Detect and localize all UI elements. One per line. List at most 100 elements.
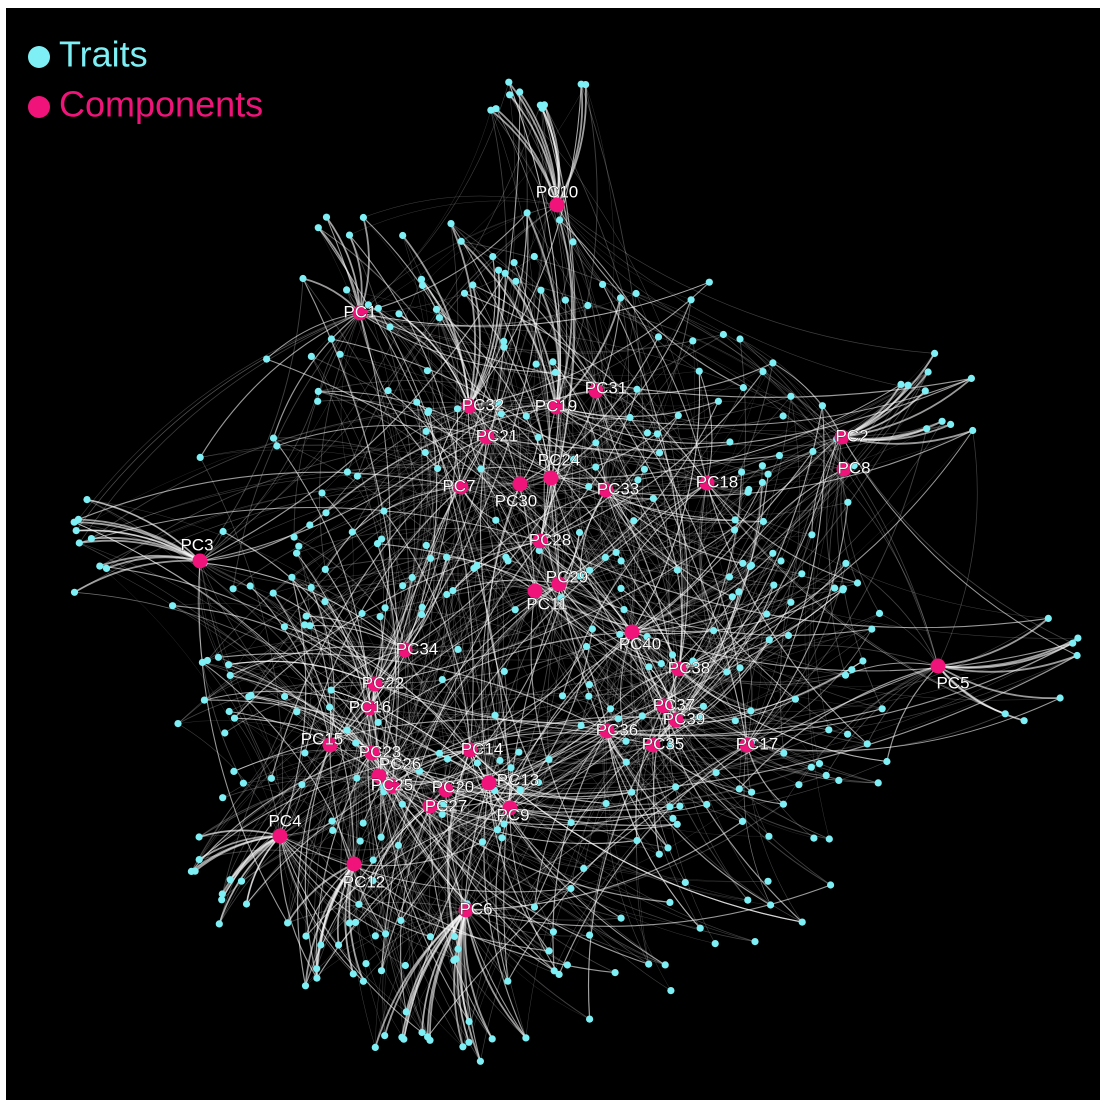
node-label: PC12 [343,872,386,891]
edge [635,705,665,841]
edge [197,560,244,784]
edge [230,674,373,754]
edge [539,540,650,668]
trait-node [638,712,646,720]
edge [375,807,511,1048]
trait-node [850,462,858,470]
edge [460,590,536,1022]
edge [739,338,939,667]
edge [663,705,831,886]
edge [74,522,201,562]
edge [658,336,845,470]
trait-node [322,509,330,517]
edge [462,744,654,1047]
trait-node [739,384,748,392]
trait-node [530,903,539,911]
edge [515,281,566,585]
edge [404,649,501,761]
trait-node [825,835,833,843]
edge [86,499,201,562]
edge [625,733,748,746]
edge [663,705,883,725]
edge [509,94,558,206]
edge [293,436,488,538]
edge [321,405,470,494]
edge [605,489,782,562]
trait-node [825,726,833,734]
edge [86,499,393,787]
edge [450,223,560,585]
edge [340,312,361,473]
edge [319,312,361,570]
edge [378,775,555,972]
edge [329,585,404,746]
edge [296,553,393,787]
trait-node [496,756,504,765]
edge [351,486,462,533]
trait-node [923,425,931,433]
edge [250,585,471,751]
edge [519,483,643,717]
edge [555,406,730,444]
edge [583,705,665,869]
trait-node [355,900,363,908]
trait-node [293,708,301,716]
edge [605,299,692,491]
edge [232,312,361,589]
edge [199,560,384,788]
edge [555,406,606,558]
trait-node [839,585,848,593]
trait-node [853,579,862,587]
trait-node [924,368,932,376]
edge [631,584,774,633]
edge [469,749,505,825]
edge [465,888,572,912]
component-node [352,305,368,321]
edge [879,613,939,667]
edge [248,696,281,837]
edge [200,449,462,488]
trait-node [739,559,747,567]
edge [383,741,654,793]
trait-node [808,531,816,539]
edge [199,560,413,587]
edge [663,705,830,840]
trait-node [859,657,867,665]
edge [453,540,541,1047]
edge [430,406,557,559]
edge [284,626,471,751]
edge [374,486,590,685]
edge [468,270,500,407]
edge [526,212,574,585]
trait-node [643,633,651,641]
edge [465,909,560,975]
edge [652,744,812,771]
trait-node [764,470,772,478]
edge [544,104,670,707]
component-node [438,782,454,798]
edge [619,634,654,746]
trait-node [798,570,806,578]
edge [273,572,536,594]
edge [675,719,827,776]
trait-node [661,961,669,969]
edge [416,401,708,484]
edge [378,308,462,488]
trait-node [696,924,704,932]
edge [272,312,361,439]
edge [460,486,735,535]
edge [374,402,423,685]
trait-node [726,438,734,446]
edge [558,299,692,585]
edge [678,613,880,670]
trait-node [432,305,441,313]
trait-node [1001,710,1009,718]
edge [509,807,669,849]
trait-node [764,877,772,885]
trait-node [398,800,406,808]
trait-node [349,970,357,978]
edge [460,212,529,488]
edge [296,486,462,554]
edge [421,486,462,615]
edge [404,649,521,791]
